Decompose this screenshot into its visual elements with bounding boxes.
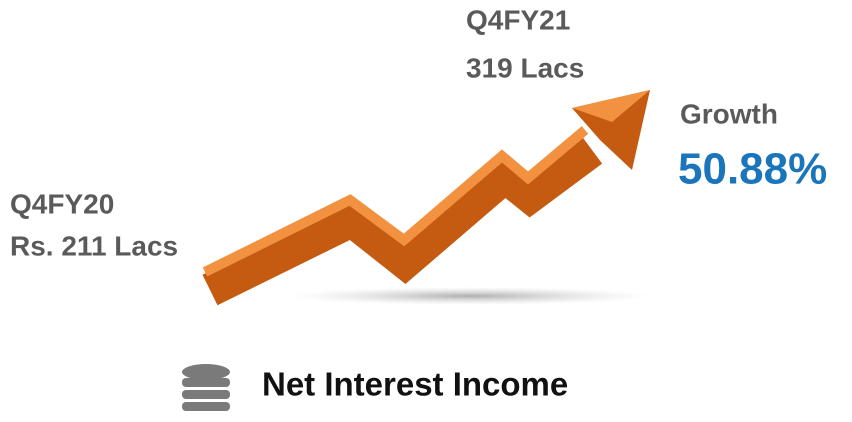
growth-label: Growth <box>680 98 778 129</box>
infographic: Q4FY21 319 Lacs Growth 50.88% Q4FY20 Rs.… <box>0 0 852 422</box>
start-period-label: Q4FY20 <box>10 188 114 219</box>
growth-arrow <box>205 90 650 290</box>
start-period-value: Rs. 211 Lacs <box>10 230 178 261</box>
arrow-shadow <box>290 287 650 305</box>
growth-value: 50.88% <box>678 145 827 194</box>
end-period-value: 319 Lacs <box>466 52 584 83</box>
end-period-label: Q4FY21 <box>466 4 570 35</box>
metric-title: Net Interest Income <box>262 366 568 403</box>
coins-icon <box>182 364 230 411</box>
